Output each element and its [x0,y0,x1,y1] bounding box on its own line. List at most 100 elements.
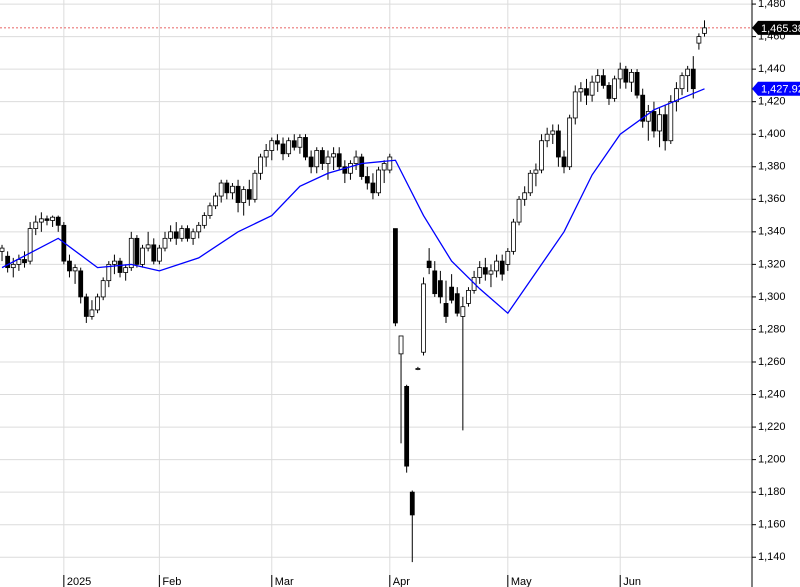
candle-body [303,137,308,158]
candle-body [679,75,685,90]
candle-body [612,78,617,99]
candle-body [0,247,5,252]
y-tick-label: 1,440 [758,63,786,75]
candle-body [589,81,595,96]
candle-body [38,218,44,223]
candle-body [308,156,314,168]
candle-body [437,280,443,298]
candle-body [657,114,662,132]
price-tag-label: 1,427.92 [761,84,800,96]
candle-body [280,143,286,155]
candle-body [230,185,235,194]
y-tick-label: 1,380 [758,161,786,173]
candle-body [449,286,455,301]
candle-body [505,250,511,265]
candle-body [258,156,263,174]
candle-body [201,215,207,226]
y-tick-label: 1,320 [758,258,786,270]
y-tick-label: 1,340 [758,226,786,238]
candle-body [393,228,398,324]
candle-body [112,260,117,265]
candle-body [342,166,348,174]
candle-body [252,172,258,200]
candle-body [106,263,112,282]
candle-body [370,182,376,194]
candle-body [173,231,179,239]
candle-body [415,368,421,370]
y-tick-label: 1,240 [758,388,786,400]
candle-body [674,88,679,103]
candle-body [511,221,516,252]
candle-body [213,195,218,207]
candle-body [128,237,134,269]
candle-body [572,91,578,119]
candle-body [690,68,696,90]
candle-body [662,114,668,142]
x-tick-label: Feb [162,576,181,587]
candle-body [460,306,466,317]
candle-body [595,75,601,83]
x-tick-label: Apr [393,576,410,587]
candle-body [376,169,381,194]
candle-body [668,101,674,142]
candle-body [629,71,634,83]
candle-body [567,117,573,168]
price-tag [752,81,800,96]
candle-body [5,255,11,269]
candle-body [550,130,556,135]
candle-body [123,267,129,273]
candle-body [89,309,95,317]
candle-body [55,216,61,226]
candle-body [404,385,410,467]
candle-body [100,280,106,298]
candle-body [325,156,331,164]
price-tag [752,20,800,35]
candle-body [224,182,230,194]
candle-body [319,150,325,164]
candle-body [140,247,145,265]
candle-body [477,267,483,278]
candle-body [561,156,567,168]
candle-body [482,267,488,275]
y-tick-label: 1,360 [758,193,786,205]
moving-average-line [1,88,705,315]
candle-body [67,260,72,272]
candle-body [381,163,387,171]
candle-body [353,156,359,164]
x-tick-label: May [511,576,532,587]
candle-body [398,335,404,355]
candle-body [291,140,297,148]
candle-body [10,263,16,269]
candle-body [494,260,499,272]
candle-body [600,75,606,86]
candle-body [134,237,140,265]
candle-body [645,111,651,122]
candle-body [196,224,202,233]
candle-body [617,68,623,80]
candle-body [651,111,657,132]
candle-body [696,36,702,44]
candle-body [702,27,707,34]
y-tick-label: 1,180 [758,486,786,498]
candle-body [443,303,449,317]
candle-body [336,153,342,168]
candle-body [218,182,224,197]
candle-body [72,267,78,272]
candle-body [555,130,561,158]
candle-body [190,231,196,239]
candle-body [95,296,100,311]
candle-body [50,216,56,221]
candle-body [606,85,612,99]
candle-body [44,218,50,221]
candle-body [117,260,123,273]
candle-body [533,169,539,174]
candle-body [22,259,27,264]
candle-body [207,205,213,216]
candle-body [516,198,522,223]
candle-body [387,156,393,171]
candle-body [348,163,353,174]
candle-body [246,189,252,200]
y-tick-label: 1,300 [758,291,786,303]
